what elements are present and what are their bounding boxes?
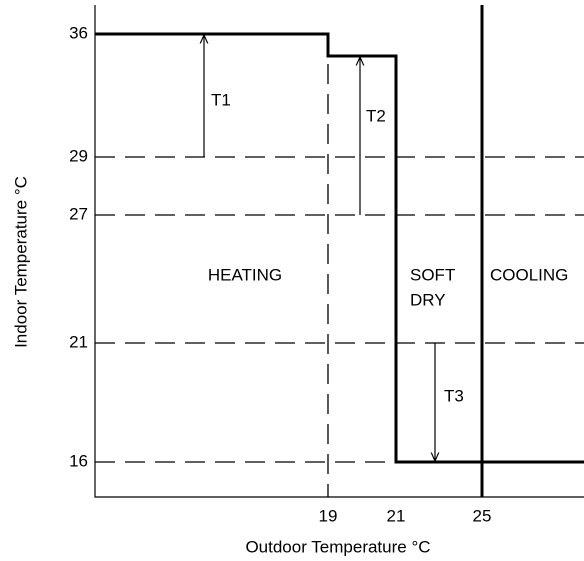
region-label: DRY <box>410 290 446 309</box>
region-label: HEATING <box>208 265 282 284</box>
arrow-label: T2 <box>366 106 386 125</box>
y-tick-label: 27 <box>69 204 88 223</box>
x-tick-label: 21 <box>387 506 406 525</box>
region-label: SOFT <box>410 265 455 284</box>
y-tick-label: 36 <box>69 23 88 42</box>
arrow-label: T3 <box>444 386 464 405</box>
axes <box>94 5 584 498</box>
x-axis-label: Outdoor Temperature °C <box>245 537 430 556</box>
region-label: COOLING <box>490 265 568 284</box>
y-tick-label: 29 <box>69 146 88 165</box>
y-tick-label: 16 <box>69 451 88 470</box>
x-tick-label: 19 <box>319 506 338 525</box>
y-axis-label: Indoor Temperature °C <box>11 176 30 348</box>
heating-boundary <box>95 32 584 464</box>
x-tick-label: 25 <box>473 506 492 525</box>
y-tick-label: 21 <box>69 332 88 351</box>
arrow-label: T1 <box>211 90 231 109</box>
